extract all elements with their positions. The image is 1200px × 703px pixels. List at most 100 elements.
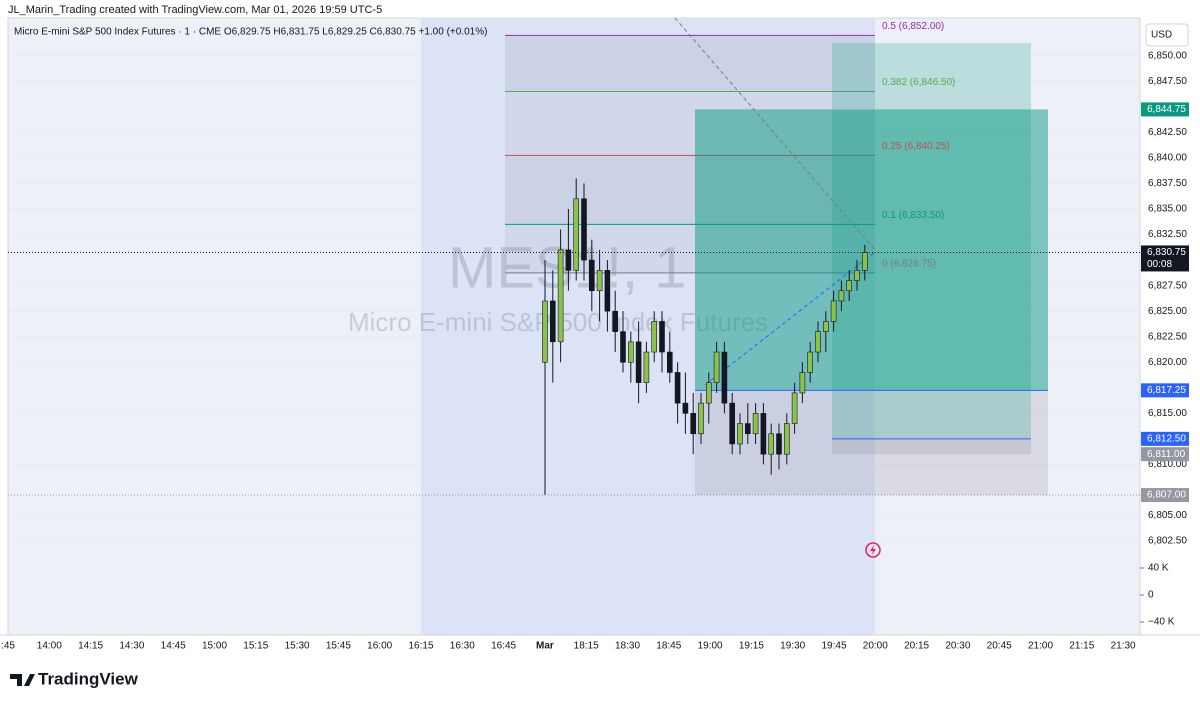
fib-label: 0.1 (6,833.50) — [882, 210, 944, 221]
candle-body — [807, 351, 814, 373]
volume-tick-label: 40 K — [1148, 563, 1169, 574]
candle-body — [838, 290, 845, 302]
price-badge: 6,811.00 — [1147, 449, 1186, 460]
x-tick-label: 18:45 — [656, 641, 681, 652]
candle-body — [815, 331, 821, 353]
countdown: 00:08 — [1147, 259, 1172, 270]
y-tick-label: 6,822.50 — [1148, 331, 1187, 342]
fib-trend-line — [704, 251, 876, 386]
y-tick-label: 6,820.00 — [1148, 357, 1187, 368]
y-tick-label: 6,842.50 — [1148, 127, 1187, 138]
candle-body — [737, 423, 743, 445]
y-tick-label: 6,850.00 — [1148, 50, 1187, 61]
candle-body — [596, 270, 603, 292]
candle-body — [861, 252, 868, 271]
y-tick-label: 6,810.00 — [1148, 459, 1187, 470]
y-tick-label: 6,835.00 — [1148, 204, 1187, 215]
candle-body — [752, 413, 759, 435]
fib-label: 0 (6,828.75) — [882, 259, 936, 270]
candle-body — [627, 341, 634, 363]
stop-zone — [695, 390, 1048, 496]
candle-body — [854, 270, 860, 281]
volume-tick-label: 0 — [1148, 590, 1154, 601]
price-badge: 6,830.75 — [1147, 247, 1186, 258]
x-tick-label: 20:30 — [945, 641, 970, 652]
logo: TradingView — [38, 669, 139, 688]
x-tick-label: 19:15 — [739, 641, 764, 652]
logo-mark — [10, 674, 35, 686]
profit-zone — [695, 109, 1048, 391]
candle-body — [729, 402, 736, 445]
candle-body — [549, 300, 556, 343]
candle-body — [721, 351, 728, 404]
candle-body — [659, 321, 665, 353]
y-tick-label: 6,840.00 — [1148, 153, 1187, 164]
x-tick-label: 21:00 — [1028, 641, 1053, 652]
candle-body — [682, 402, 689, 414]
volume-tick-label: −40 K — [1148, 617, 1175, 628]
x-tick-label: 16:30 — [450, 641, 475, 652]
alert-icon[interactable] — [865, 542, 881, 558]
candle-body — [581, 198, 587, 261]
fib-label: 0.5 (6,852.00) — [882, 21, 944, 32]
x-tick-label: 15:15 — [243, 641, 268, 652]
y-tick-label: 6,805.00 — [1148, 510, 1187, 521]
candle-body — [690, 413, 697, 435]
trend-line — [674, 17, 876, 251]
candle-body — [799, 372, 806, 394]
header: JL_Marin_Trading created with TradingVie… — [8, 4, 382, 16]
candle-body — [846, 280, 853, 292]
profit-zone — [832, 43, 1031, 439]
badge-bg — [1141, 383, 1189, 398]
x-tick-label: 19:45 — [821, 641, 846, 652]
x-tick-label: 14:45 — [161, 641, 186, 652]
x-tick-label: 20:45 — [987, 641, 1012, 652]
x-tick-label: 19:00 — [698, 641, 723, 652]
y-tick-label: 6,837.50 — [1148, 178, 1187, 189]
x-tick-label: 14:15 — [78, 641, 103, 652]
currency[interactable]: USD — [1151, 30, 1172, 41]
y-tick-label: 6,827.50 — [1148, 280, 1187, 291]
candle-body — [620, 331, 626, 363]
currency-box[interactable] — [1145, 23, 1189, 47]
x-tick-label: 15:45 — [326, 641, 351, 652]
candle-body — [612, 310, 619, 332]
badge-bg — [1141, 488, 1189, 503]
price-badge: 6,812.50 — [1147, 434, 1186, 445]
candle-body — [651, 321, 658, 353]
x-tick-label: 18:30 — [615, 641, 640, 652]
price-badge: 6,817.25 — [1147, 385, 1186, 396]
x-tick-label: 16:45 — [491, 641, 516, 652]
x-tick-label: 21:30 — [1111, 641, 1136, 652]
candle-body — [791, 392, 798, 424]
fib-label: 0.382 (6,846.50) — [882, 77, 955, 88]
symbol-legend: Micro E-mini S&P 500 Index Futures · 1 ·… — [14, 27, 487, 38]
candle-body — [760, 413, 767, 455]
candle-body — [713, 351, 720, 383]
candle-body — [557, 249, 564, 343]
x-tick-label: 20:15 — [904, 641, 929, 652]
y-tick-label: 6,825.00 — [1148, 306, 1187, 317]
x-tick-label: 19:30 — [780, 641, 805, 652]
candle-body — [744, 423, 751, 435]
x-tick-label: 16:00 — [367, 641, 392, 652]
candle-body — [674, 372, 681, 404]
x-tick-label: 14:30 — [119, 641, 144, 652]
candle-body — [698, 402, 704, 435]
candle-body — [604, 270, 611, 312]
candle-body — [542, 300, 548, 363]
candle-body — [705, 382, 712, 404]
badge-bg — [1141, 245, 1189, 272]
badge-bg — [1141, 431, 1189, 446]
candle-body — [830, 300, 837, 322]
x-tick-label: :45 — [1, 641, 15, 652]
price-badge: 6,844.75 — [1147, 104, 1186, 115]
candle-body — [776, 433, 782, 455]
candle-body — [666, 351, 673, 373]
x-tick-label: 18:15 — [574, 641, 599, 652]
x-tick-label: 14:00 — [37, 641, 62, 652]
x-tick-label: 15:00 — [202, 641, 227, 652]
candle-body — [635, 341, 642, 383]
candle-body — [565, 249, 572, 271]
